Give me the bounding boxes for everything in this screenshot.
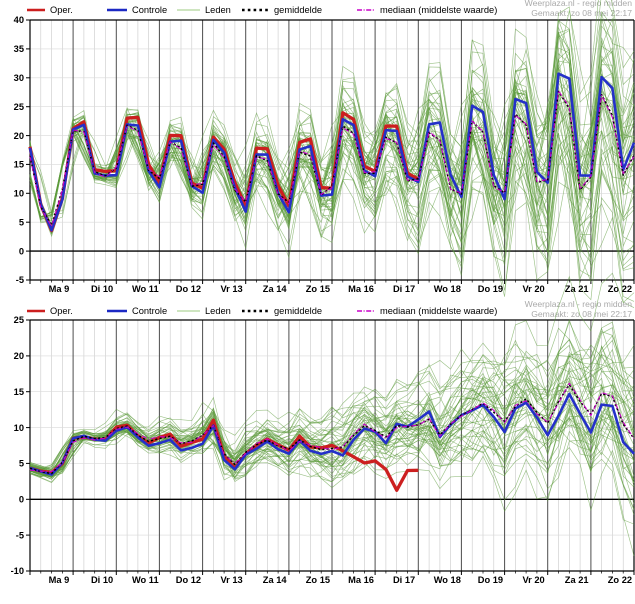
svg-text:Za 21: Za 21 — [565, 284, 589, 294]
svg-text:Ma 9: Ma 9 — [49, 284, 70, 294]
svg-text:Wo 18: Wo 18 — [434, 284, 461, 294]
svg-text:Zo 22: Zo 22 — [608, 575, 632, 585]
svg-text:-10: -10 — [11, 566, 24, 576]
svg-text:Do 19: Do 19 — [478, 575, 503, 585]
svg-text:Wo 11: Wo 11 — [132, 284, 159, 294]
svg-text:Oper.: Oper. — [50, 5, 73, 15]
svg-text:Controle: Controle — [132, 306, 167, 316]
svg-text:mediaan (middelste waarde): mediaan (middelste waarde) — [380, 306, 497, 316]
svg-text:20: 20 — [14, 351, 24, 361]
svg-text:Di 17: Di 17 — [393, 284, 415, 294]
svg-text:Oper.: Oper. — [50, 306, 73, 316]
svg-text:Zo 15: Zo 15 — [306, 575, 330, 585]
svg-text:Weerplaza.nl - regio midden: Weerplaza.nl - regio midden — [525, 0, 633, 8]
svg-text:35: 35 — [14, 44, 24, 54]
svg-text:Di 10: Di 10 — [91, 284, 113, 294]
svg-text:Vr 20: Vr 20 — [522, 284, 544, 294]
svg-text:Ma 9: Ma 9 — [49, 575, 70, 585]
svg-text:Zo 15: Zo 15 — [306, 284, 330, 294]
svg-text:10: 10 — [14, 423, 24, 433]
svg-text:-5: -5 — [16, 275, 24, 285]
svg-text:Za 14: Za 14 — [263, 284, 288, 294]
svg-text:Di 17: Di 17 — [393, 575, 415, 585]
svg-text:Vr 13: Vr 13 — [220, 284, 242, 294]
svg-text:Do 12: Do 12 — [176, 575, 201, 585]
svg-text:20: 20 — [14, 131, 24, 141]
svg-text:Leden: Leden — [205, 5, 231, 15]
svg-text:Gemaakt: zo 08 mei 22:17: Gemaakt: zo 08 mei 22:17 — [531, 8, 632, 18]
svg-text:Wo 18: Wo 18 — [434, 575, 461, 585]
svg-text:Do 12: Do 12 — [176, 284, 201, 294]
svg-text:Weerplaza.nl - regio midden: Weerplaza.nl - regio midden — [525, 299, 633, 309]
svg-text:0: 0 — [19, 495, 24, 505]
svg-text:15: 15 — [14, 387, 24, 397]
svg-text:Vr 20: Vr 20 — [522, 575, 544, 585]
svg-text:Ma 16: Ma 16 — [348, 575, 374, 585]
svg-text:Wo 11: Wo 11 — [132, 575, 159, 585]
svg-text:Za 14: Za 14 — [263, 575, 288, 585]
svg-text:Vr 13: Vr 13 — [220, 575, 242, 585]
svg-text:-5: -5 — [16, 530, 24, 540]
svg-text:5: 5 — [19, 459, 24, 469]
svg-text:25: 25 — [14, 315, 24, 325]
svg-text:Zo 22: Zo 22 — [608, 284, 632, 294]
svg-text:Leden: Leden — [205, 306, 231, 316]
svg-text:Controle: Controle — [132, 5, 167, 15]
svg-text:Za 21: Za 21 — [565, 575, 589, 585]
svg-text:40: 40 — [14, 15, 24, 25]
svg-text:10: 10 — [14, 189, 24, 199]
svg-text:mediaan (middelste waarde): mediaan (middelste waarde) — [380, 5, 497, 15]
svg-text:30: 30 — [14, 73, 24, 83]
svg-text:Do 19: Do 19 — [478, 284, 503, 294]
svg-text:Di 10: Di 10 — [91, 575, 113, 585]
svg-text:0: 0 — [19, 246, 24, 256]
svg-text:15: 15 — [14, 160, 24, 170]
svg-text:gemiddelde: gemiddelde — [274, 5, 322, 15]
svg-text:gemiddelde: gemiddelde — [274, 306, 322, 316]
svg-text:5: 5 — [19, 217, 24, 227]
svg-text:Ma 16: Ma 16 — [348, 284, 374, 294]
svg-text:25: 25 — [14, 102, 24, 112]
